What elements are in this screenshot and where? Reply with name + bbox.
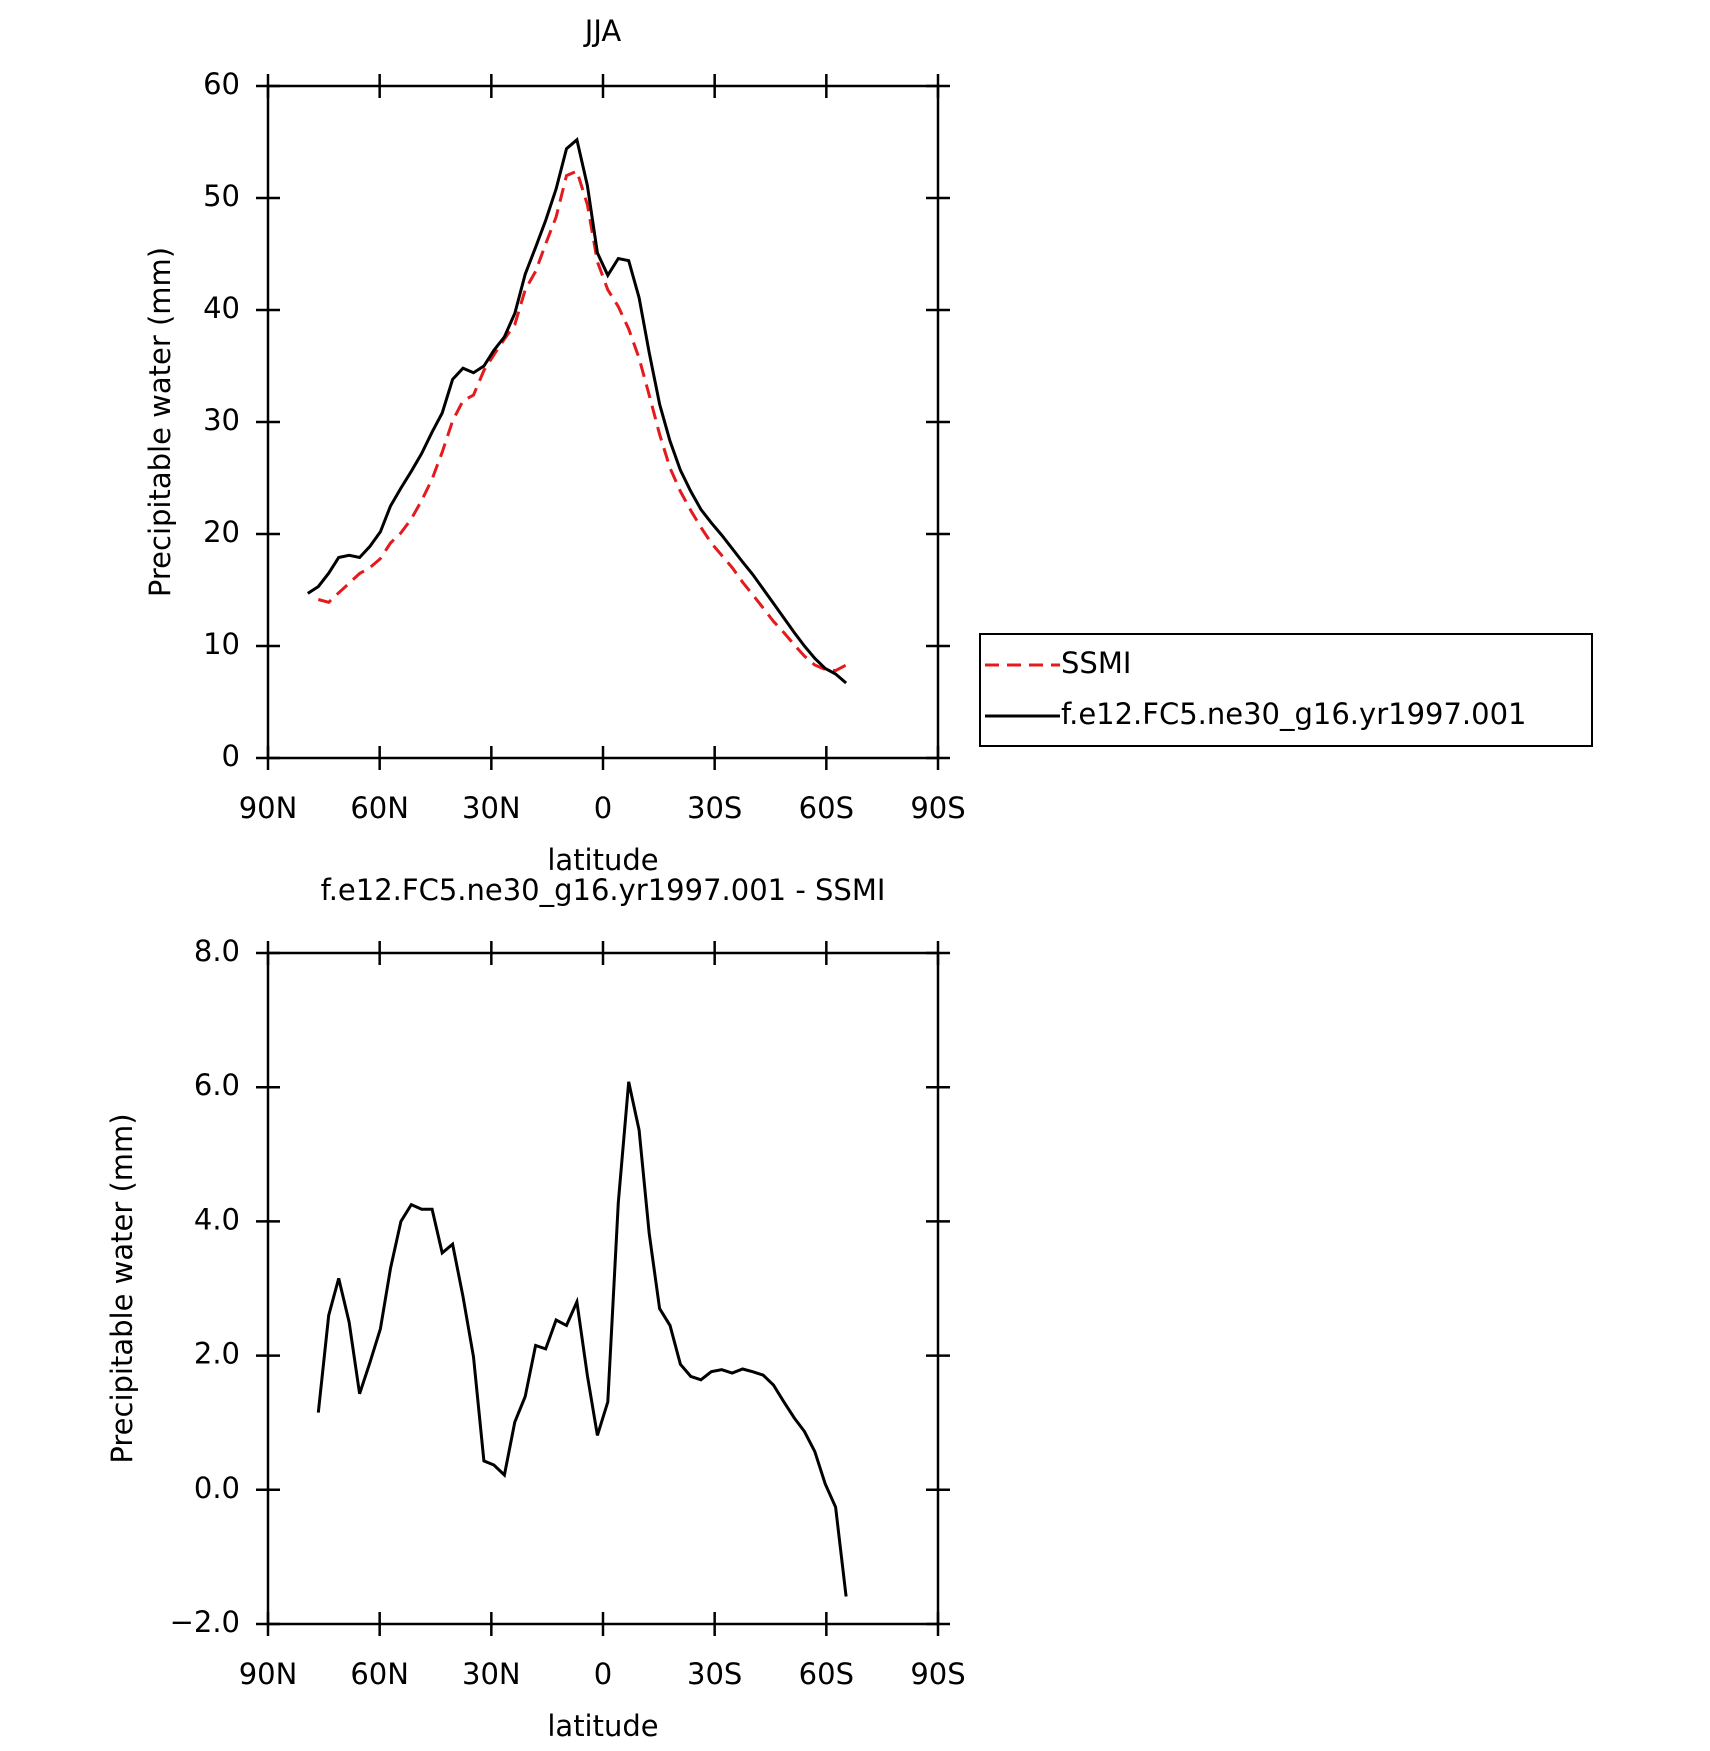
x-tick-label: 90S xyxy=(910,791,965,825)
x-tick-label: 90S xyxy=(910,1657,965,1691)
x-axis-label: latitude xyxy=(547,843,658,877)
series-line xyxy=(316,1081,848,1597)
y-tick-label: 6.0 xyxy=(194,1068,240,1102)
y-tick-label: 2.0 xyxy=(194,1337,240,1371)
x-tick-label: 30S xyxy=(687,1657,742,1691)
x-tick-label: 60N xyxy=(350,1657,409,1691)
plot-frame xyxy=(266,84,940,760)
legend-label: f.e12.FC5.ne30_g16.yr1997.001 xyxy=(1061,697,1527,731)
y-tick-label: 50 xyxy=(203,179,240,213)
y-tick-label: 60 xyxy=(203,67,240,101)
x-tick-label: 60N xyxy=(350,791,409,825)
legend-label: SSMI xyxy=(1061,646,1131,680)
y-tick-label: 40 xyxy=(203,291,240,325)
x-tick-label: 30S xyxy=(687,791,742,825)
y-tick-label: 0 xyxy=(222,739,240,773)
x-tick-label: 60S xyxy=(799,1657,854,1691)
y-tick-label: −2.0 xyxy=(170,1605,240,1639)
y-tick-label: 10 xyxy=(203,627,240,661)
y-axis-label: Precipitable water (mm) xyxy=(105,1113,139,1463)
y-axis-label: Precipitable water (mm) xyxy=(143,247,177,597)
x-tick-label: 30N xyxy=(462,791,521,825)
x-tick-label: 30N xyxy=(462,1657,521,1691)
y-tick-label: 8.0 xyxy=(194,934,240,968)
legend-box xyxy=(979,633,1593,747)
y-tick-label: 30 xyxy=(203,403,240,437)
x-tick-label: 60S xyxy=(799,791,854,825)
y-tick-label: 0.0 xyxy=(194,1471,240,1505)
y-tick-label: 20 xyxy=(203,515,240,549)
y-tick-label: 4.0 xyxy=(194,1202,240,1236)
chart-title: f.e12.FC5.ne30_g16.yr1997.001 - SSMI xyxy=(321,873,886,907)
series-line xyxy=(317,169,847,673)
x-tick-label: 90N xyxy=(239,1657,298,1691)
x-axis-label: latitude xyxy=(547,1709,658,1743)
chart-title: JJA xyxy=(583,14,622,48)
series-line xyxy=(306,137,848,685)
x-tick-label: 90N xyxy=(239,791,298,825)
x-tick-label: 0 xyxy=(594,791,612,825)
x-tick-label: 0 xyxy=(594,1657,612,1691)
